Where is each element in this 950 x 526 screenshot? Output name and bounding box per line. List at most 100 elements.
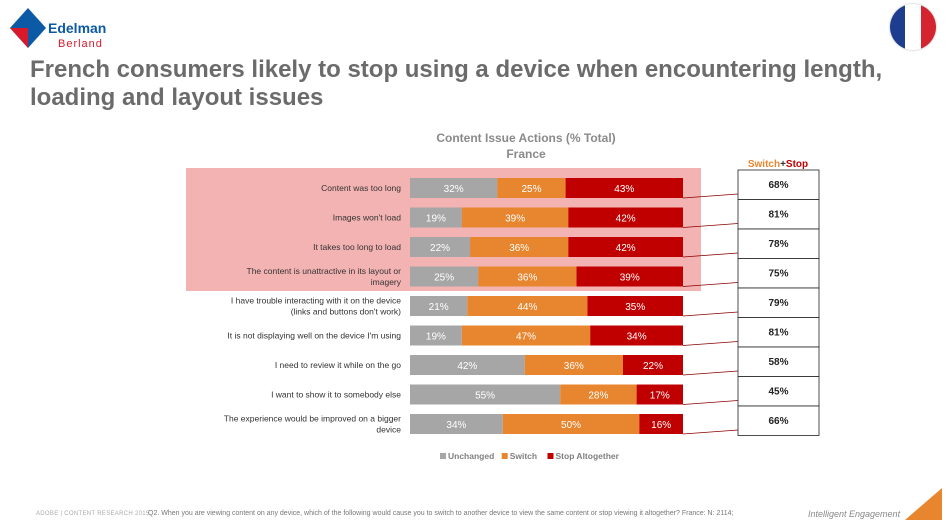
data-label: 43% (614, 184, 634, 195)
legend-swatch (440, 453, 446, 459)
connector-line (682, 311, 739, 317)
category-label: Content was too long (321, 183, 401, 193)
data-label: 19% (426, 332, 446, 343)
data-label: 39% (505, 214, 525, 225)
category-label: It takes too long to load (313, 242, 401, 252)
bar-segment (576, 266, 683, 287)
side-table-cell (737, 287, 820, 318)
connector-line (682, 429, 739, 435)
data-label: 34% (627, 332, 647, 343)
bar-segment (524, 355, 623, 375)
data-label: 42% (616, 214, 636, 225)
side-table-value: 66% (768, 416, 788, 427)
bar-segment (410, 266, 479, 287)
category-label: I want to show it to somebody else (271, 390, 401, 400)
bar-segment (470, 237, 569, 257)
data-label: 22% (430, 243, 450, 254)
side-table-cell (737, 169, 820, 200)
page-title: French consumers likely to stop using a … (30, 56, 883, 111)
bar-segment (410, 237, 471, 257)
legend-swatch (547, 453, 554, 459)
data-label: 25% (434, 273, 454, 284)
bar-segment (478, 266, 577, 287)
category-label: The experience would be improved on a bi… (224, 414, 401, 435)
data-label: 32% (444, 184, 464, 195)
category-label: I have trouble interacting with it on th… (231, 296, 401, 317)
bar-segment (461, 325, 591, 346)
bar-segment (560, 384, 637, 405)
side-table-value: 68% (768, 180, 788, 191)
data-label: 21% (429, 302, 449, 313)
data-label: 50% (561, 420, 581, 431)
side-table-header: Switch+Stop (748, 159, 808, 170)
side-table-value: 81% (768, 328, 788, 339)
footnote: Q2. When you are viewing content on any … (148, 510, 734, 517)
chart-subtitle: France (506, 147, 546, 161)
bar-segment (636, 384, 683, 405)
chart-title: Content Issue Actions (% Total) (436, 131, 615, 145)
bar-segment (410, 207, 462, 228)
data-label: 35% (625, 302, 645, 313)
data-label: 16% (651, 420, 671, 431)
bar-segment (467, 296, 588, 316)
side-table-cell (737, 228, 820, 259)
data-label: 36% (517, 273, 537, 284)
data-label: 36% (564, 361, 584, 372)
flag-white-stripe (905, 4, 921, 50)
bar-segment (565, 178, 683, 198)
data-label: 36% (509, 243, 529, 254)
bar-segment (502, 414, 640, 434)
legend-label: Stop Altogether (556, 451, 620, 461)
data-label: 34% (446, 420, 466, 431)
side-table-cell (737, 317, 820, 348)
category-label: Images won't load (333, 213, 402, 223)
footer-brand: ADOBE | CONTENT RESEARCH 2015 (36, 511, 150, 517)
bar-segment (410, 296, 468, 316)
data-label: 47% (516, 332, 536, 343)
side-table-value: 81% (768, 210, 788, 221)
data-label: 17% (650, 391, 670, 402)
data-label: 55% (475, 391, 495, 402)
bar-segment (410, 355, 525, 375)
legend-swatch (501, 453, 508, 459)
legend-label: Unchanged (448, 451, 494, 461)
data-label: 28% (588, 391, 608, 402)
bar-segment (461, 207, 569, 228)
footer-tagline: Intelligent Engagement (808, 509, 901, 519)
side-table-cell (737, 258, 820, 289)
data-label: 19% (426, 214, 446, 225)
bar-segment (410, 325, 462, 346)
data-label: 22% (643, 361, 663, 372)
bar-segment (410, 384, 561, 405)
side-table-value: 58% (768, 357, 788, 368)
side-table-value: 75% (768, 269, 788, 280)
connector-line (682, 341, 739, 346)
legend-label: Switch (510, 451, 537, 461)
data-label: 42% (616, 243, 636, 254)
bar-segment (622, 355, 683, 375)
flag-blue-stripe (890, 4, 906, 50)
connector-line (682, 370, 739, 376)
data-label: 25% (521, 184, 541, 195)
bar-segment (639, 414, 683, 434)
connector-line (682, 400, 739, 405)
side-table-cell (737, 405, 820, 436)
side-table-value: 79% (768, 298, 788, 309)
bar-segment (568, 207, 683, 228)
connector-line (682, 223, 739, 228)
bar-segment (568, 237, 683, 257)
side-table-cell (737, 376, 820, 407)
side-table-cell (737, 346, 820, 377)
bar-segment (410, 414, 503, 434)
data-label: 42% (457, 361, 477, 372)
connector-line (682, 252, 739, 258)
bar-segment (410, 178, 498, 198)
category-label: I need to review it while on the go (275, 360, 401, 370)
edelman-berland-logo: Edelman Berland (10, 8, 120, 52)
logo-mark-icon (10, 8, 46, 48)
logo-subbrand: Berland (58, 38, 103, 50)
side-table-value: 45% (768, 387, 788, 398)
bar-segment (587, 296, 683, 316)
